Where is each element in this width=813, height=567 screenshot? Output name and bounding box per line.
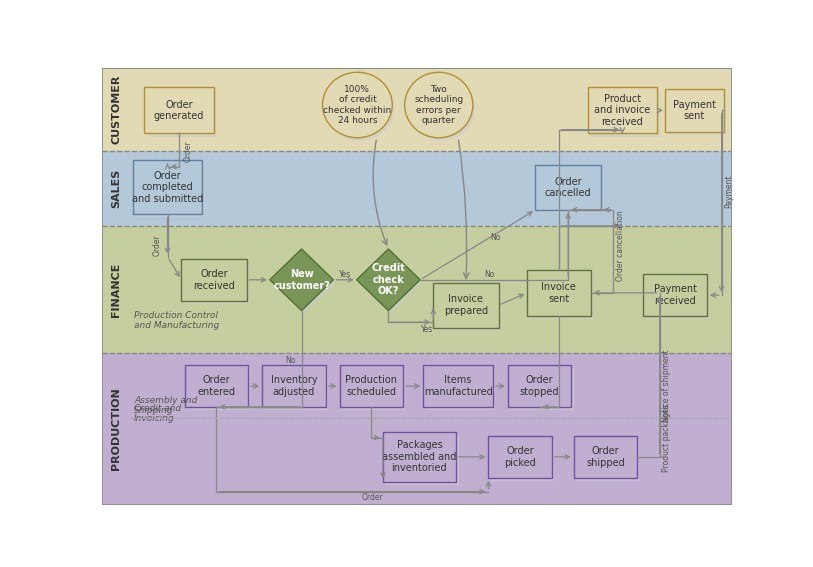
Text: Order cancellation: Order cancellation	[616, 210, 625, 281]
Text: Order
entered: Order entered	[198, 375, 235, 397]
Text: Credit
check
OK?: Credit check OK?	[372, 263, 406, 297]
Bar	[102, 151, 732, 226]
FancyBboxPatch shape	[340, 365, 403, 407]
FancyBboxPatch shape	[264, 368, 328, 411]
Text: New
customer?: New customer?	[273, 269, 330, 291]
FancyBboxPatch shape	[385, 435, 459, 485]
Text: Order
generated: Order generated	[154, 100, 204, 121]
Text: Packages
assembled and
inventoried: Packages assembled and inventoried	[382, 441, 457, 473]
Text: CUSTOMER: CUSTOMER	[111, 75, 121, 145]
FancyBboxPatch shape	[435, 286, 501, 331]
FancyBboxPatch shape	[383, 432, 456, 482]
Text: Assembly and
Shipping: Assembly and Shipping	[134, 396, 198, 415]
FancyBboxPatch shape	[489, 435, 552, 478]
FancyBboxPatch shape	[425, 368, 495, 411]
FancyBboxPatch shape	[576, 439, 640, 481]
Text: Order: Order	[153, 234, 162, 256]
Ellipse shape	[325, 75, 394, 141]
FancyBboxPatch shape	[535, 165, 601, 210]
FancyBboxPatch shape	[643, 274, 706, 316]
FancyBboxPatch shape	[187, 368, 250, 411]
Ellipse shape	[407, 75, 475, 141]
Text: Product
and invoice
received: Product and invoice received	[594, 94, 650, 127]
Text: No: No	[285, 356, 296, 365]
Text: No: No	[490, 233, 501, 242]
Text: SALES: SALES	[111, 169, 121, 208]
FancyBboxPatch shape	[588, 87, 657, 133]
Text: Payment
received: Payment received	[654, 285, 697, 306]
FancyBboxPatch shape	[424, 365, 493, 407]
FancyBboxPatch shape	[537, 168, 603, 213]
FancyBboxPatch shape	[510, 368, 574, 411]
Bar	[102, 226, 732, 353]
FancyBboxPatch shape	[146, 90, 216, 137]
Text: Items
manufactured: Items manufactured	[424, 375, 493, 397]
Text: No: No	[484, 270, 494, 279]
Polygon shape	[357, 249, 420, 311]
Text: Order
stopped: Order stopped	[520, 375, 559, 397]
FancyBboxPatch shape	[665, 89, 724, 132]
Text: Yes: Yes	[421, 325, 433, 335]
FancyBboxPatch shape	[508, 365, 572, 407]
Text: Order
picked: Order picked	[504, 446, 536, 468]
Ellipse shape	[405, 72, 473, 138]
Bar	[102, 353, 732, 505]
Polygon shape	[272, 252, 336, 314]
FancyBboxPatch shape	[135, 163, 205, 217]
Text: Payment: Payment	[724, 175, 733, 208]
Text: Order
shipped: Order shipped	[586, 446, 624, 468]
Text: Payment
sent: Payment sent	[673, 100, 716, 121]
Text: Two
scheduling
errors per
quarter: Two scheduling errors per quarter	[414, 85, 463, 125]
FancyBboxPatch shape	[590, 90, 659, 137]
Text: Order
received: Order received	[193, 269, 235, 291]
Text: Order: Order	[184, 140, 193, 162]
Bar	[102, 68, 732, 151]
Text: Product packages: Product packages	[662, 404, 671, 472]
FancyBboxPatch shape	[491, 439, 554, 481]
FancyBboxPatch shape	[133, 160, 202, 214]
Text: Notice of shipment: Notice of shipment	[662, 350, 671, 422]
Text: FINANCE: FINANCE	[111, 262, 121, 316]
FancyBboxPatch shape	[433, 283, 499, 328]
Text: Yes: Yes	[339, 270, 351, 279]
FancyBboxPatch shape	[667, 92, 726, 134]
Text: Production Control
and Manufacturing: Production Control and Manufacturing	[134, 311, 220, 330]
FancyBboxPatch shape	[574, 435, 637, 478]
Text: Invoice
sent: Invoice sent	[541, 282, 576, 304]
Polygon shape	[270, 249, 333, 311]
FancyBboxPatch shape	[181, 259, 247, 301]
Text: Production
scheduled: Production scheduled	[346, 375, 398, 397]
FancyBboxPatch shape	[646, 277, 709, 319]
Text: Order
cancelled: Order cancelled	[545, 176, 592, 198]
Polygon shape	[359, 252, 423, 314]
FancyBboxPatch shape	[184, 262, 250, 304]
Text: 100%
of credit
checked within
24 hours: 100% of credit checked within 24 hours	[324, 85, 392, 125]
Text: Invoice
prepared: Invoice prepared	[444, 294, 488, 316]
Text: Order
completed
and submitted: Order completed and submitted	[132, 171, 203, 204]
FancyBboxPatch shape	[262, 365, 325, 407]
Text: PRODUCTION: PRODUCTION	[111, 387, 121, 470]
FancyBboxPatch shape	[342, 368, 406, 411]
Text: Order: Order	[362, 493, 384, 502]
FancyBboxPatch shape	[529, 273, 593, 319]
FancyBboxPatch shape	[144, 87, 214, 133]
Text: Inventory
adjusted: Inventory adjusted	[271, 375, 317, 397]
Text: Credit and
Invoicing: Credit and Invoicing	[134, 404, 181, 423]
FancyBboxPatch shape	[527, 270, 591, 316]
Ellipse shape	[323, 72, 392, 138]
FancyBboxPatch shape	[185, 365, 248, 407]
